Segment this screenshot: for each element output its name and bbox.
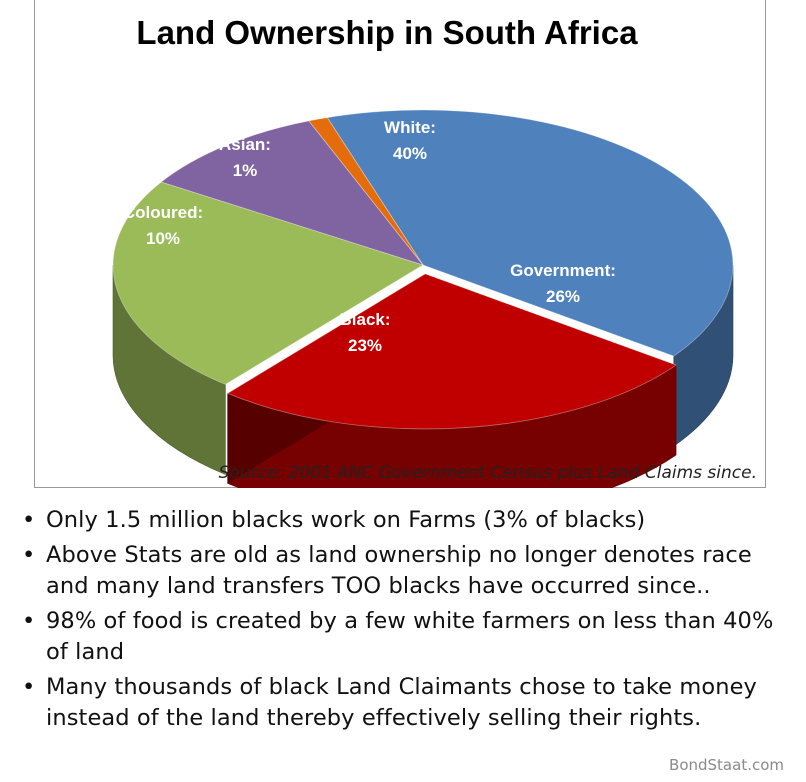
pie-slice (326, 109, 734, 357)
slice-percent-label: 23% (348, 336, 382, 355)
bullet-text: Many thousands of black Land Claimants c… (46, 674, 757, 731)
slice-label: Coloured: (123, 203, 203, 222)
bullet-dot-icon: • (22, 674, 36, 700)
bullet-dot-icon: • (22, 507, 36, 533)
bullet-item: • Only 1.5 million blacks work on Farms (… (20, 505, 800, 536)
bullet-text: Above Stats are old as land ownership no… (46, 542, 752, 599)
slice-label: Black: (339, 310, 390, 329)
pie-slice (226, 273, 677, 430)
chart-title: Land Ownership in South Africa (136, 14, 638, 51)
pie-slice (160, 120, 425, 266)
bullet-item: • 98% of food is created by a few white f… (20, 606, 800, 668)
pie-slice (112, 181, 424, 385)
bullet-text: 98% of food is created by a few white fa… (46, 608, 774, 665)
slice-label: Asian: (219, 135, 271, 154)
bullet-item: • Many thousands of black Land Claimants … (20, 672, 800, 734)
slice-label: Government: (510, 261, 616, 280)
bullet-item: • Above Stats are old as land ownership n… (20, 540, 800, 602)
chart-panel: Land Ownership in South Africa White: 40%… (34, 0, 766, 488)
pie-chart: Land Ownership in South Africa White: 40%… (112, 14, 757, 488)
watermark: BondStaat.com (669, 756, 784, 774)
slice-percent-label: 26% (546, 287, 580, 306)
source-note: Source: 2001 ANC Government Census plus … (219, 463, 757, 483)
slice-percent-label: 1% (233, 161, 258, 180)
bullet-list: • Only 1.5 million blacks work on Farms (… (20, 505, 800, 738)
bullet-text: Only 1.5 million blacks work on Farms (3… (46, 507, 646, 533)
bullet-dot-icon: • (22, 542, 36, 568)
slice-percent-label: 40% (393, 144, 427, 163)
slice-label: White: (384, 118, 436, 137)
bullet-dot-icon: • (22, 608, 36, 634)
pie-slice (308, 117, 424, 266)
slice-percent-label: 10% (146, 229, 180, 248)
